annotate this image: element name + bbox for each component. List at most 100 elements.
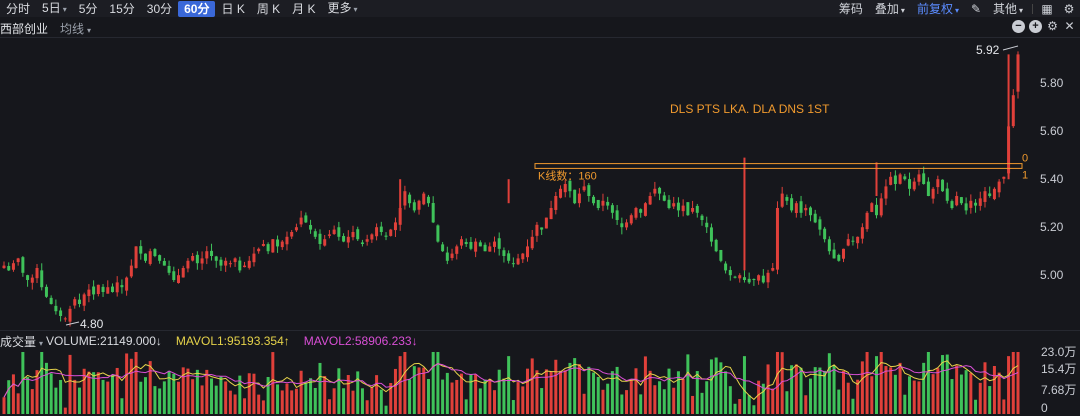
candle-body xyxy=(936,179,940,188)
volume-bar xyxy=(370,387,374,414)
candle-body xyxy=(450,253,454,258)
candle-body xyxy=(431,202,435,223)
candle-body xyxy=(681,205,685,212)
candle-body xyxy=(860,227,864,239)
volume-bar xyxy=(167,370,171,414)
candle-body xyxy=(827,239,831,252)
candle-body xyxy=(875,204,879,216)
close-icon[interactable]: ✕ xyxy=(1064,19,1075,33)
draw-tool-icon[interactable]: ✎ xyxy=(970,1,981,16)
volume-bar xyxy=(40,352,44,414)
candle-body xyxy=(497,238,501,249)
volume-bar xyxy=(26,377,30,414)
candle-body xyxy=(177,275,181,284)
volume-divider xyxy=(0,330,1080,331)
settings-icon[interactable]: ⚙ xyxy=(1063,1,1075,16)
tab-8[interactable]: 月 K xyxy=(286,1,321,17)
box-right-label-top: 0 xyxy=(1022,153,1028,165)
volume-bar xyxy=(620,394,624,414)
volume-bar xyxy=(162,381,166,414)
candle-body xyxy=(695,205,699,213)
volume-bar xyxy=(941,355,945,414)
volume-bar xyxy=(568,362,572,414)
candle-body xyxy=(370,234,374,240)
candle-body xyxy=(318,233,322,244)
volume-bar xyxy=(535,370,539,414)
candle-body xyxy=(610,205,614,213)
layout-grid-icon[interactable]: ▦ xyxy=(1041,1,1053,16)
candle-body xyxy=(162,260,166,266)
candle-body xyxy=(709,227,713,242)
volume-bar xyxy=(252,373,256,414)
candle-body xyxy=(620,223,624,228)
tab-2[interactable]: 5分 xyxy=(73,1,104,17)
volume-bar xyxy=(549,371,553,414)
volume-bar xyxy=(464,399,468,414)
volume-bar xyxy=(483,379,487,414)
settings-icon[interactable]: ⚙ xyxy=(1047,19,1058,33)
candle-body xyxy=(535,224,539,236)
candle-body xyxy=(323,239,327,246)
volume-bar xyxy=(200,385,204,414)
candle-body xyxy=(752,278,756,280)
price-tick-label: 5.00 xyxy=(1040,268,1064,282)
low-price-label: 4.80 xyxy=(80,317,104,331)
candle-body xyxy=(285,236,289,245)
other-button[interactable]: 其他 ▾ xyxy=(987,0,1029,17)
volume-bar xyxy=(129,358,133,414)
candle-body xyxy=(841,248,845,259)
ma-selector[interactable]: 均线 ▾ xyxy=(60,20,91,37)
volume-bar xyxy=(266,377,270,414)
candle-body xyxy=(233,258,237,263)
candle-body xyxy=(158,255,162,261)
tab-0[interactable]: 分时 xyxy=(0,1,36,17)
candle-body xyxy=(530,236,534,249)
tab-6[interactable]: 日 K xyxy=(215,1,250,17)
adjust-button[interactable]: 前复权 ▾ xyxy=(911,0,965,17)
tab-3[interactable]: 15分 xyxy=(103,1,140,17)
candle-body xyxy=(474,241,478,252)
tab-5[interactable]: 60分 xyxy=(178,0,216,17)
range-box xyxy=(534,163,1023,169)
volume-bar xyxy=(676,371,680,414)
volume-bar xyxy=(559,370,563,414)
volume-bar xyxy=(497,369,501,414)
zoom-out-icon[interactable]: − xyxy=(1012,20,1025,33)
tab-1[interactable]: 5日 ▾ xyxy=(36,0,73,18)
tab-9[interactable]: 更多 ▾ xyxy=(322,0,364,18)
candle-body xyxy=(134,246,138,268)
overlay-button[interactable]: 叠加 ▾ xyxy=(869,0,911,17)
chevron-down-icon: ▾ xyxy=(39,338,44,348)
volume-bar xyxy=(709,359,713,414)
volume-bar xyxy=(63,407,67,414)
volume-bar xyxy=(191,379,195,414)
candle-body xyxy=(360,242,364,244)
volume-bar xyxy=(469,374,473,414)
volume-bar xyxy=(35,370,39,414)
tab-4[interactable]: 30分 xyxy=(141,1,178,17)
candle-body xyxy=(412,202,416,211)
candle-body xyxy=(898,174,902,184)
volume-bar xyxy=(799,367,803,414)
candle-body xyxy=(332,229,336,234)
zoom-in-icon[interactable]: + xyxy=(1029,20,1042,33)
volume-bar xyxy=(276,384,280,414)
volume-bar xyxy=(474,374,478,414)
tab-7[interactable]: 周 K xyxy=(251,1,286,17)
volume-bar xyxy=(228,390,232,414)
candle-body xyxy=(676,202,680,211)
volume-indicator-selector[interactable]: 成交量 ▾ xyxy=(0,333,46,350)
volume-bar xyxy=(747,395,751,414)
volume-bar xyxy=(290,390,294,414)
tab-label: 30分 xyxy=(146,1,173,16)
chips-button[interactable]: 筹码 xyxy=(838,2,863,16)
candle-body xyxy=(992,188,996,200)
candle-body xyxy=(483,244,487,252)
volume-bar xyxy=(969,372,973,414)
candle-body xyxy=(818,219,822,230)
separator xyxy=(1032,3,1033,14)
candle-body xyxy=(969,200,973,208)
candle-body xyxy=(77,299,81,304)
